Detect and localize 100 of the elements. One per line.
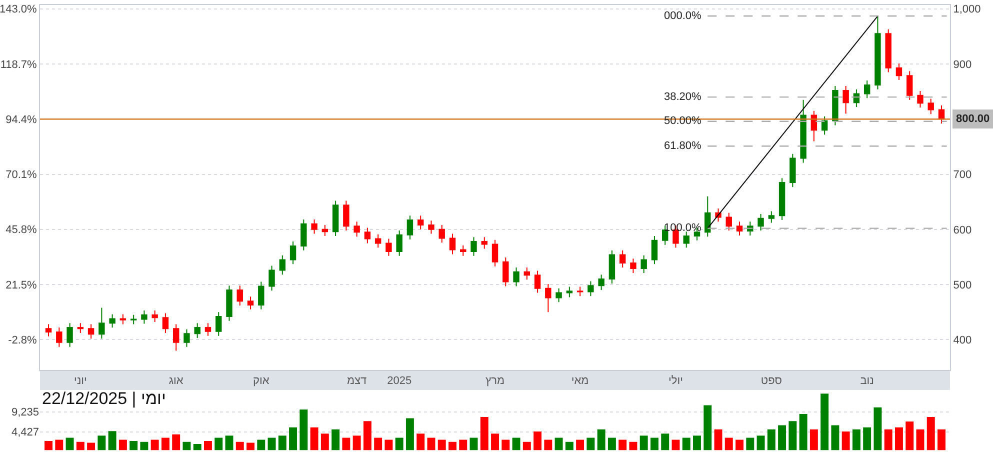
candlestick	[172, 324, 180, 352]
bar	[118, 440, 127, 450]
bar	[788, 421, 797, 450]
candlestick	[332, 200, 339, 237]
bar	[172, 434, 180, 450]
bar	[926, 416, 935, 450]
bar	[640, 436, 648, 450]
candlestick	[832, 86, 838, 126]
candlestick	[906, 70, 913, 100]
candlestick	[588, 280, 594, 297]
x-tick-label: אוק	[253, 375, 270, 388]
bar	[130, 441, 138, 450]
candlestick	[864, 80, 870, 99]
bar	[278, 436, 286, 450]
candlestick	[524, 266, 530, 280]
y-tick-label: 700	[953, 169, 972, 182]
bar	[459, 440, 468, 450]
y2-tick-label: 143.0%	[0, 4, 38, 16]
candlestick	[778, 178, 786, 221]
bar	[491, 434, 499, 450]
candlestick	[576, 286, 584, 297]
candlestick	[481, 236, 488, 250]
bar	[480, 416, 488, 450]
bar	[565, 442, 574, 450]
candlestick	[800, 99, 806, 164]
y2-tick-label: -2.8%	[8, 334, 38, 346]
bar	[554, 438, 563, 450]
bar	[756, 436, 765, 450]
bar	[502, 440, 510, 450]
bar	[906, 422, 914, 450]
candlestick	[449, 233, 456, 255]
bar	[438, 440, 446, 450]
bar	[618, 440, 627, 450]
candlestick	[566, 286, 573, 298]
annotation: 22/12/2025 | יומי	[42, 389, 166, 408]
bar	[98, 436, 106, 450]
bar	[831, 425, 840, 450]
candlestick	[204, 322, 212, 336]
y-tick-label: 500	[953, 279, 972, 292]
bar	[778, 425, 786, 450]
candlestick	[417, 215, 424, 230]
bar	[810, 429, 818, 450]
y-tick-label: 600	[953, 224, 972, 236]
bar	[470, 438, 478, 450]
candlestick	[428, 220, 434, 234]
bar	[724, 438, 733, 450]
bar	[342, 438, 350, 450]
bar	[863, 427, 872, 450]
bar	[395, 438, 404, 450]
bar	[236, 442, 244, 450]
bar	[374, 438, 382, 450]
candlestick	[810, 110, 818, 142]
bar	[522, 442, 531, 450]
candlestick	[236, 285, 243, 306]
candlestick	[109, 314, 116, 328]
bar	[204, 441, 212, 450]
bar	[714, 429, 722, 450]
candlestick	[386, 238, 392, 256]
bar	[310, 427, 318, 450]
bar	[842, 431, 850, 450]
bar	[682, 438, 690, 450]
bar	[884, 429, 892, 450]
candlestick	[842, 86, 849, 114]
x-tick-label: נוב	[860, 375, 874, 388]
candlestick	[651, 236, 658, 265]
candlestick	[534, 270, 541, 294]
y2-tick-label: 94.4%	[6, 114, 38, 126]
bar	[214, 438, 223, 450]
candlestick	[98, 307, 105, 340]
x-tick-label: יולי	[668, 375, 683, 388]
bar	[150, 440, 159, 450]
bar	[650, 438, 658, 450]
bar	[852, 429, 860, 450]
bar	[225, 436, 234, 450]
y2-tick-label: 118.7%	[0, 58, 38, 71]
bar	[161, 438, 170, 450]
bar	[332, 429, 340, 450]
candlestick	[492, 239, 498, 267]
y-tick-label: 400	[953, 334, 972, 347]
candlestick	[598, 274, 604, 291]
bar	[76, 442, 84, 450]
bar	[534, 431, 542, 450]
bar	[704, 405, 712, 450]
bar	[87, 442, 96, 450]
y-tick-label: 4,427	[11, 426, 40, 439]
candlestick	[141, 310, 148, 324]
candlestick	[704, 196, 711, 238]
x-tick-label: דצמ	[346, 375, 367, 388]
candlestick	[406, 215, 414, 240]
candlestick	[374, 234, 382, 248]
bar	[629, 442, 638, 450]
bar	[108, 431, 116, 450]
bar	[246, 442, 254, 450]
candlestick	[226, 285, 232, 322]
candlestick	[130, 314, 137, 325]
candlestick	[56, 327, 62, 348]
candlestick	[896, 62, 902, 80]
bar	[427, 438, 436, 450]
bar	[363, 421, 372, 450]
bar	[289, 427, 298, 450]
